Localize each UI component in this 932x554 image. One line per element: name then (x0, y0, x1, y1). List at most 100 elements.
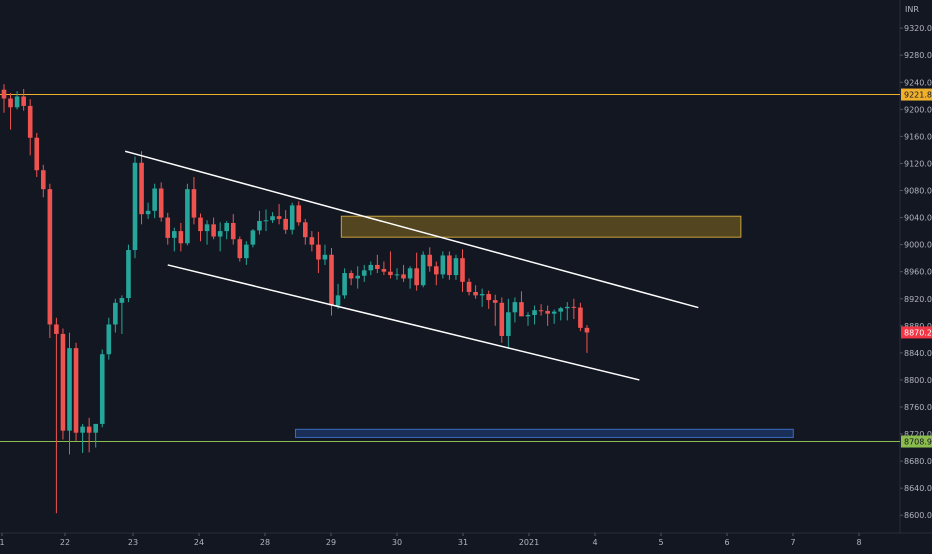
candle-body (460, 258, 465, 282)
candle-body (348, 273, 354, 279)
candle-body (466, 281, 472, 292)
candle-body (237, 239, 243, 259)
candle-body (178, 231, 184, 244)
candle-body (99, 354, 105, 424)
candle-body (329, 254, 334, 306)
candle-body (41, 170, 46, 190)
candle-body (545, 310, 550, 314)
time-axis[interactable]: 1 22 23 24 28 29 30 31 2021 4 5 6 7 8 (0, 533, 862, 547)
time-tick-label: 30 (392, 538, 402, 547)
candle-body (211, 224, 216, 237)
candle-body (447, 255, 452, 276)
candle-body (519, 302, 524, 317)
currency-label: INR (905, 5, 919, 14)
time-tick-label: 24 (194, 538, 204, 547)
candle-body (80, 426, 85, 433)
candle-body (486, 294, 491, 301)
candle-body (263, 220, 269, 222)
price-tick-label: 8880.00 (904, 322, 932, 331)
candle-body (309, 237, 315, 245)
candle-body (126, 250, 131, 299)
price-tick-label: 9200.00 (904, 105, 932, 114)
candle-body (67, 348, 72, 431)
candle-body (453, 258, 459, 276)
candle-body (473, 291, 478, 296)
time-tick-label: 8 (856, 538, 861, 547)
candle-body (106, 324, 112, 355)
candle-body (361, 270, 367, 276)
supply-zone (340, 215, 742, 238)
candle-body (119, 298, 125, 303)
candle-body (21, 96, 26, 106)
time-tick-label: 2021 (519, 538, 539, 547)
candle-body (525, 314, 531, 317)
candle-body (132, 162, 138, 251)
candle-body (198, 217, 203, 232)
candle-body (54, 324, 59, 334)
candle-body (479, 294, 485, 296)
candle-body (47, 189, 53, 325)
candle-body (244, 244, 249, 259)
candle-body (204, 224, 210, 232)
candle-body (217, 231, 223, 237)
candle-body (381, 268, 387, 272)
candle-body (492, 300, 498, 303)
price-tick-label: 8840.00 (904, 349, 932, 358)
current-price-label: 8870.20 (904, 328, 932, 337)
zones (294, 215, 794, 438)
candle-body (342, 273, 347, 296)
price-tick-label: 9320.00 (904, 24, 932, 33)
candle-body (440, 255, 446, 275)
candle-body (322, 254, 328, 260)
price-tick-label: 8680.00 (904, 457, 932, 466)
demand-zone (294, 428, 794, 438)
candle-body (27, 105, 33, 138)
candle-body (571, 306, 577, 308)
grid (0, 0, 932, 534)
current-price-tag (901, 326, 932, 339)
lower-channel-line (167, 264, 640, 381)
price-tick-label: 8600.00 (904, 511, 932, 520)
price-tick-label: 9040.00 (904, 214, 932, 223)
time-tick-label: 29 (326, 538, 336, 547)
price-tick-label: 8800.00 (904, 376, 932, 385)
time-tick-label: 7 (790, 538, 795, 547)
price-tick-label: 9080.00 (904, 187, 932, 196)
time-tick-label: 1 (0, 538, 5, 547)
support-level-tag (901, 435, 932, 448)
candle-body (230, 222, 236, 240)
candle-body (165, 217, 171, 238)
candle-body (316, 244, 321, 260)
time-tick-label: 5 (658, 538, 663, 547)
candle-body (113, 302, 118, 325)
time-tick-label: 31 (458, 538, 468, 547)
candle-body (355, 275, 360, 279)
horizontal-levels (0, 94, 900, 443)
candle-body (60, 333, 66, 431)
candle-body (368, 264, 374, 271)
trendlines (124, 150, 699, 381)
candle-body (224, 222, 229, 232)
candle-body (394, 274, 400, 276)
candle-body (578, 307, 583, 328)
support-level-label: 8708.95 (904, 438, 932, 447)
candle-body (270, 216, 275, 221)
candle-body (289, 205, 295, 230)
price-tick-label: 9280.00 (904, 51, 932, 60)
price-axis[interactable]: 9320.00 9280.00 9240.00 9200.00 9160.00 9120.… (900, 24, 932, 520)
candle-body (257, 220, 262, 231)
candle-body (565, 306, 570, 309)
time-tick-label: 6 (724, 538, 729, 547)
candle-body (506, 312, 511, 336)
candle-body (145, 210, 151, 215)
time-tick-label: 22 (60, 538, 70, 547)
candles (1, 84, 590, 514)
price-tick-label: 9000.00 (904, 241, 932, 250)
price-tick-label: 9160.00 (904, 132, 932, 141)
price-tick-label: 9240.00 (904, 78, 932, 87)
candle-body (250, 230, 256, 245)
candle-body (93, 423, 98, 433)
candle-body (8, 98, 13, 108)
